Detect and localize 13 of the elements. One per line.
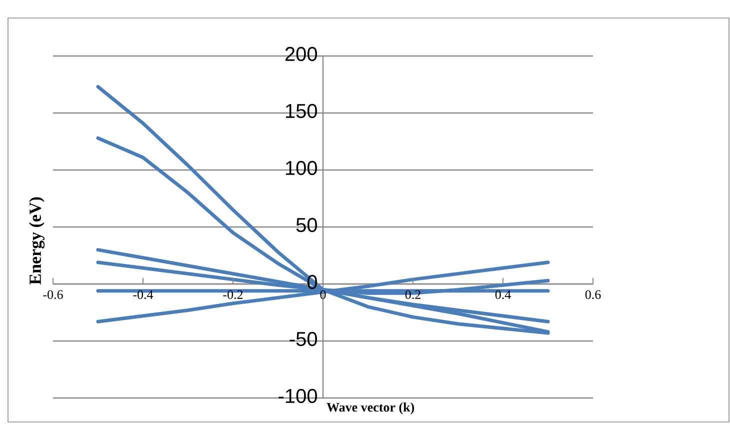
x-tick-label: 0.4 xyxy=(495,290,511,300)
y-tick-label: 100 xyxy=(286,160,318,176)
y-tick-label: -50 xyxy=(290,332,318,346)
x-tick-label: -0.4 xyxy=(133,290,154,300)
x-tick-label: 0.6 xyxy=(585,290,601,300)
y-tick-label: 150 xyxy=(286,104,318,118)
y-axis-title: Energy (eV) xyxy=(29,197,45,285)
y-tick-label: 200 xyxy=(285,46,318,62)
y-tick-label: -100 xyxy=(278,388,318,404)
x-tick-label: -0.6 xyxy=(43,290,63,300)
y-tick-label: 50 xyxy=(296,218,318,232)
x-tick-label: -0.2 xyxy=(223,290,243,300)
x-axis-title: Wave vector (k) xyxy=(326,402,414,414)
